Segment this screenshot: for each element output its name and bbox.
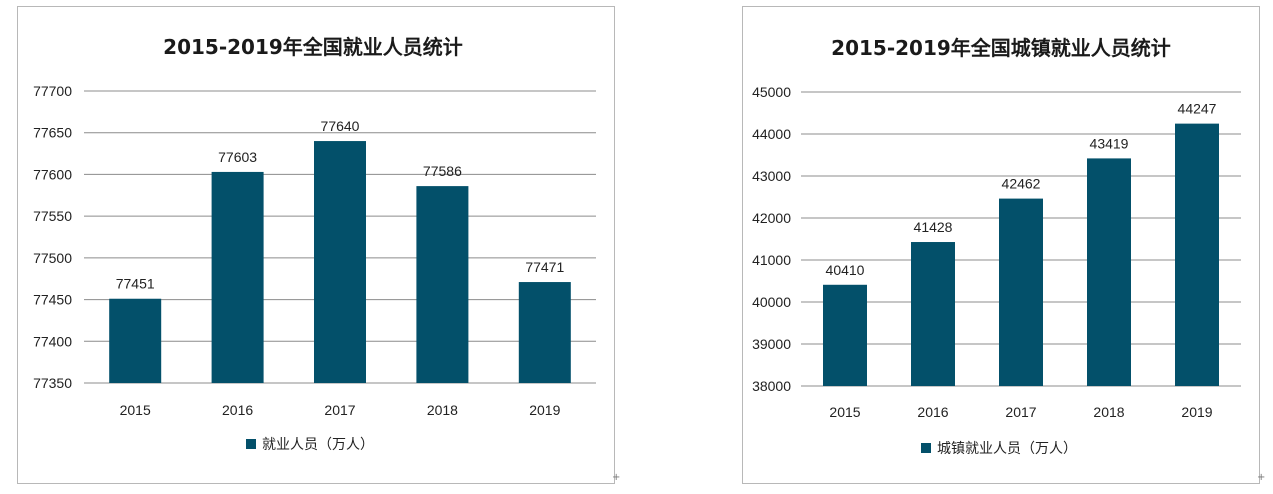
bar bbox=[211, 171, 264, 383]
data-label: 44247 bbox=[1178, 101, 1217, 117]
data-label: 77586 bbox=[423, 163, 462, 179]
chart-title: 2015-2019年全国城镇就业人员统计 bbox=[831, 36, 1171, 60]
legend-swatch bbox=[246, 439, 256, 449]
chart-urban-employment: 2015-2019年全国城镇就业人员统计 38000 39000 40000 41000… bbox=[752, 36, 1241, 457]
bar bbox=[1087, 158, 1131, 386]
corner-mark: + bbox=[1257, 472, 1266, 483]
x-tick-label: 2019 bbox=[1181, 404, 1212, 420]
y-tick-label: 77550 bbox=[33, 208, 72, 224]
y-tick-label: 77700 bbox=[33, 83, 72, 99]
y-tick-label: 41000 bbox=[752, 252, 791, 268]
legend-swatch bbox=[921, 443, 931, 453]
chart-title: 2015-2019年全国就业人员统计 bbox=[163, 35, 463, 59]
chart-panel-total-employment: 2015-2019年全国就业人员统计 77350 77400 77450 77500 77… bbox=[17, 6, 615, 484]
y-tick-label: 42000 bbox=[752, 210, 791, 226]
bar bbox=[314, 141, 366, 383]
legend-label: 就业人员（万人） bbox=[262, 437, 374, 453]
data-label: 43419 bbox=[1090, 135, 1129, 151]
x-tick-label: 2016 bbox=[917, 404, 948, 420]
y-tick-label: 43000 bbox=[752, 168, 791, 184]
x-tick-label: 2019 bbox=[529, 402, 560, 418]
data-label: 77640 bbox=[321, 118, 360, 134]
bar bbox=[911, 242, 955, 386]
y-tick-label: 39000 bbox=[752, 336, 791, 352]
x-tick-label: 2018 bbox=[1093, 404, 1124, 420]
chart-total-employment: 2015-2019年全国就业人员统计 77350 77400 77450 77500 77… bbox=[33, 35, 596, 453]
data-label: 77603 bbox=[218, 149, 257, 165]
data-label: 41428 bbox=[914, 219, 953, 235]
bar bbox=[823, 284, 867, 386]
corner-mark: + bbox=[612, 472, 621, 483]
data-label: 77451 bbox=[116, 276, 155, 292]
data-label: 40410 bbox=[826, 262, 865, 278]
y-tick-label: 77450 bbox=[33, 292, 72, 308]
data-label: 42462 bbox=[1002, 176, 1041, 192]
y-tick-label: 77400 bbox=[33, 333, 72, 349]
y-tick-label: 44000 bbox=[752, 126, 791, 142]
y-tick-label: 40000 bbox=[752, 294, 791, 310]
x-tick-label: 2015 bbox=[829, 404, 860, 420]
y-tick-label: 77500 bbox=[33, 250, 72, 266]
y-tick-label: 77650 bbox=[33, 125, 72, 141]
x-tick-label: 2015 bbox=[120, 402, 151, 418]
y-tick-label: 38000 bbox=[752, 378, 791, 394]
data-label: 77471 bbox=[525, 259, 564, 275]
bar bbox=[999, 198, 1043, 386]
x-tick-label: 2017 bbox=[1005, 404, 1036, 420]
y-tick-label: 77350 bbox=[33, 375, 72, 391]
x-tick-label: 2016 bbox=[222, 402, 253, 418]
bar bbox=[1175, 123, 1219, 386]
x-tick-label: 2017 bbox=[324, 402, 355, 418]
bar bbox=[518, 282, 571, 383]
y-tick-label: 45000 bbox=[752, 84, 791, 100]
bar bbox=[109, 298, 162, 383]
chart-panel-urban-employment: 2015-2019年全国城镇就业人员统计 38000 39000 40000 41000… bbox=[742, 6, 1260, 484]
bar bbox=[416, 186, 469, 383]
legend-label: 城镇就业人员（万人） bbox=[937, 441, 1077, 457]
y-tick-label: 77600 bbox=[33, 166, 72, 182]
x-tick-label: 2018 bbox=[427, 402, 458, 418]
